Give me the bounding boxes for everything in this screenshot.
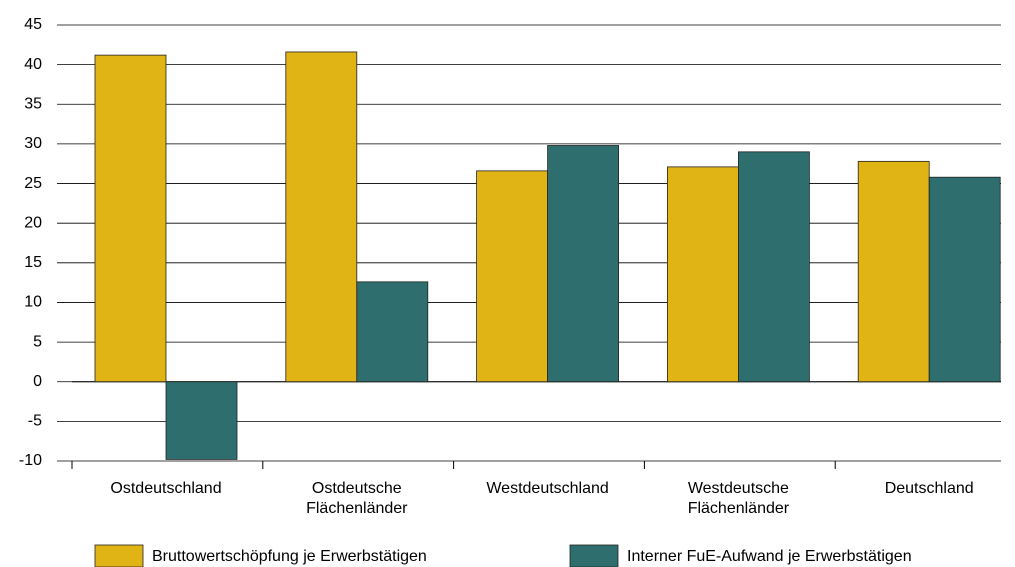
bar — [476, 170, 549, 383]
x-tick-label: Ostdeutschland — [110, 480, 222, 497]
x-tick-label: Ostdeutsche Flächenländer — [306, 480, 408, 517]
bar — [547, 145, 619, 383]
legend-label: Interner FuE-Aufwand je Erwerbstätigen — [627, 548, 912, 565]
bar — [285, 51, 358, 383]
y-tick-label: 10 — [24, 294, 42, 311]
y-tick-label: 20 — [24, 214, 42, 231]
legend-swatch — [94, 544, 144, 567]
bar — [928, 176, 1001, 383]
x-tick-label: Deutschland — [884, 480, 974, 497]
bar — [738, 151, 810, 383]
legend-swatch — [569, 544, 619, 567]
y-tick-label: 25 — [24, 175, 42, 192]
y-tick-label: 35 — [24, 95, 42, 112]
x-tick-label: Westdeutschland — [486, 480, 609, 497]
y-tick-label: 5 — [33, 333, 42, 350]
bar — [165, 381, 238, 460]
y-tick-label: 30 — [24, 135, 42, 152]
bar — [667, 166, 739, 383]
y-tick-label: 40 — [24, 56, 42, 73]
y-tick-label: 15 — [24, 254, 42, 271]
legend-label: Bruttowertschöpfung je Erwerbstätigen — [152, 548, 427, 565]
y-tick-label: -10 — [19, 452, 42, 469]
x-tick-label: Westdeutsche Flächenländer — [687, 480, 790, 517]
bar — [94, 54, 167, 383]
y-tick-label: -5 — [28, 413, 42, 430]
bar — [356, 281, 429, 383]
bar — [857, 160, 930, 383]
y-tick-label: 0 — [33, 373, 42, 390]
y-tick-label: 45 — [24, 16, 42, 33]
